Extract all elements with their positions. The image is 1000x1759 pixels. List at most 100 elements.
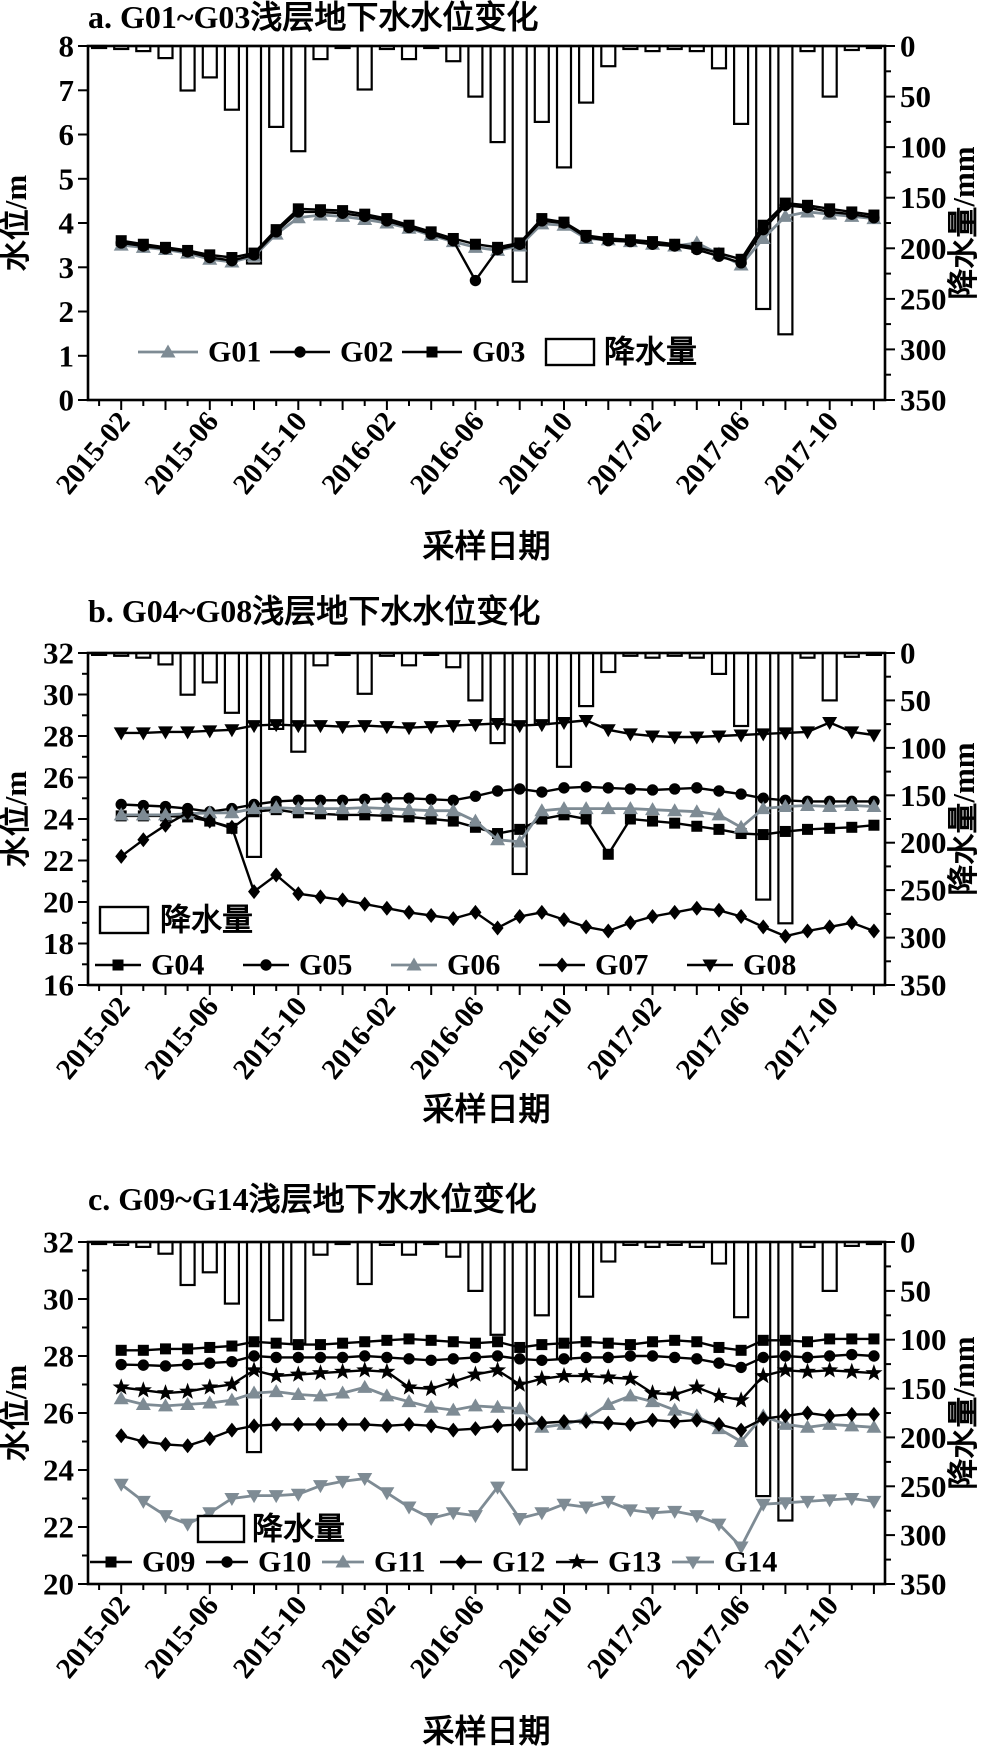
- panel-c: c. G09~G14浅层地下水水位变化 2015-022015-062015-1…: [0, 1130, 1000, 1759]
- x-tick-label-2016-10: 2016-10: [493, 991, 580, 1086]
- x-tick-label-2017-10: 2017-10: [758, 991, 845, 1086]
- precip-bar-2016-05: [445, 1240, 462, 1258]
- precip-bar-2017-08: [777, 651, 794, 925]
- precip-bar-2016-12: [600, 1240, 617, 1263]
- y-tick-label-3: 3: [59, 250, 75, 285]
- x-tick-label-2016-06: 2016-06: [404, 1590, 491, 1685]
- precip-bar-2017-08: [777, 1240, 794, 1522]
- precip-bar-2015-11: [312, 1240, 329, 1256]
- y-axis-label: 水位/m: [0, 771, 33, 868]
- y-tick-label-24: 24: [43, 1453, 74, 1488]
- right-tick-label-0: 0: [900, 636, 916, 671]
- legend-label-G09: G09: [142, 1546, 195, 1579]
- right-tick-label-250: 250: [900, 281, 947, 316]
- legend-label-G02: G02: [340, 336, 393, 369]
- precip-bar-2016-10: [555, 651, 573, 768]
- precip-bar-2015-05: [179, 44, 196, 92]
- precip-bar-2015-10: [290, 1240, 307, 1345]
- legend-label-G01: G01: [208, 336, 261, 369]
- right-tick-label-150: 150: [900, 1371, 947, 1406]
- right-tick-label-300: 300: [900, 920, 947, 955]
- precip-bar-2016-01: [356, 651, 373, 695]
- y-tick-label-16: 16: [43, 968, 74, 1003]
- y-tick-label-20: 20: [43, 885, 74, 920]
- y-tick-label-24: 24: [43, 802, 74, 837]
- precip-bar-2017-05: [710, 1240, 728, 1265]
- x-tick-label-2015-06: 2015-06: [138, 991, 225, 1086]
- precip-bar-2015-04: [157, 1240, 174, 1255]
- right-tick-label-100: 100: [900, 130, 947, 165]
- y-tick-label-0: 0: [59, 383, 75, 418]
- legend-label-G10: G10: [258, 1546, 311, 1579]
- precip-bar-2016-05: [445, 44, 462, 63]
- legend-label-G07: G07: [595, 949, 648, 982]
- precip-legend-swatch: [98, 905, 150, 935]
- right-tick-label-50: 50: [900, 1273, 931, 1308]
- precip-bar-2016-09: [533, 1240, 550, 1317]
- y-tick-label-18: 18: [43, 926, 74, 961]
- precip-bar-2016-12: [600, 651, 617, 674]
- precip-bar-2017-05: [710, 651, 728, 675]
- precip-bar-2016-09: [533, 44, 550, 124]
- x-tick-label-2017-10: 2017-10: [758, 406, 845, 501]
- y-tick-label-32: 32: [43, 1225, 74, 1260]
- precip-legend-label: 降水量: [604, 335, 697, 370]
- y-tick-label-20: 20: [43, 1567, 74, 1602]
- y-tick-label-8: 8: [59, 29, 75, 64]
- precip-bar-2015-10: [290, 651, 307, 753]
- right-tick-label-200: 200: [900, 231, 947, 266]
- right-tick-label-200: 200: [900, 825, 947, 860]
- precip-bar-2016-09: [533, 651, 550, 726]
- precip-bar-2016-03: [400, 44, 418, 61]
- x-tick-label-2017-06: 2017-06: [670, 991, 757, 1086]
- right-tick-label-300: 300: [900, 1518, 947, 1553]
- precip-bar-2015-05: [179, 651, 196, 696]
- panel-b-chart: 2015-02 2015-06 2015-10 2016-02 2016-06 2016-…: [0, 593, 981, 1127]
- x-axis-label: 采样日期: [422, 528, 550, 564]
- y-tick-label-22: 22: [43, 1510, 74, 1545]
- right-tick-label-250: 250: [900, 1469, 947, 1504]
- y-tick-label-4: 4: [59, 206, 75, 241]
- y-axis-label: 水位/m: [0, 175, 33, 272]
- x-tick-label-2017-02: 2017-02: [581, 406, 668, 501]
- x-tick-label-2017-02: 2017-02: [581, 1590, 668, 1685]
- right-axis-label: 降水量/mm: [946, 742, 981, 895]
- precip-bar-2015-08: [245, 44, 263, 265]
- y-tick-label-1: 1: [59, 338, 75, 373]
- legend-label-G11: G11: [374, 1546, 426, 1579]
- precip-bar-2015-10: [290, 44, 307, 153]
- precip-bar-2015-06: [201, 44, 218, 79]
- precip-bar-2015-11: [312, 651, 329, 667]
- x-tick-label-2017-02: 2017-02: [581, 991, 668, 1086]
- right-tick-label-150: 150: [900, 778, 947, 813]
- x-tick-label-2015-10: 2015-10: [227, 991, 314, 1086]
- y-tick-label-5: 5: [59, 161, 75, 196]
- y-tick-label-30: 30: [43, 1282, 74, 1317]
- precip-bar-2015-06: [201, 1240, 218, 1274]
- panel-a: a. G01~G03浅层地下水水位变化 2015-022015-062015-1…: [0, 0, 1000, 575]
- y-axis-label: 水位/m: [0, 1365, 33, 1462]
- precip-legend-label: 降水量: [252, 1512, 345, 1547]
- x-tick-label-2015-02: 2015-02: [50, 1590, 137, 1685]
- precip-bar-2016-06: [467, 651, 484, 702]
- legend-label-G05: G05: [299, 949, 352, 982]
- precip-legend-swatch: [544, 337, 596, 367]
- right-tick-label-50: 50: [900, 79, 931, 114]
- x-tick-label-2016-10: 2016-10: [493, 406, 580, 501]
- x-tick-label-2017-06: 2017-06: [670, 1590, 757, 1685]
- precip-bar-2015-07: [223, 44, 240, 111]
- precip-bar-2017-06: [732, 651, 750, 728]
- precip-legend-swatch: [196, 1514, 246, 1544]
- precip-bar-2015-08: [245, 651, 263, 858]
- precip-bar-2015-04: [157, 651, 174, 666]
- precip-bar-2016-07: [489, 1240, 506, 1336]
- x-tick-label-2016-06: 2016-06: [404, 991, 491, 1086]
- precip-bar-2015-09: [268, 651, 285, 731]
- precip-bar-2016-12: [600, 44, 617, 68]
- precip-bar-2017-06: [732, 44, 750, 126]
- right-tick-label-300: 300: [900, 332, 947, 367]
- legend-label-G14: G14: [724, 1546, 777, 1579]
- precip-bar-2017-06: [732, 1240, 750, 1319]
- x-tick-label-2016-02: 2016-02: [316, 1590, 403, 1685]
